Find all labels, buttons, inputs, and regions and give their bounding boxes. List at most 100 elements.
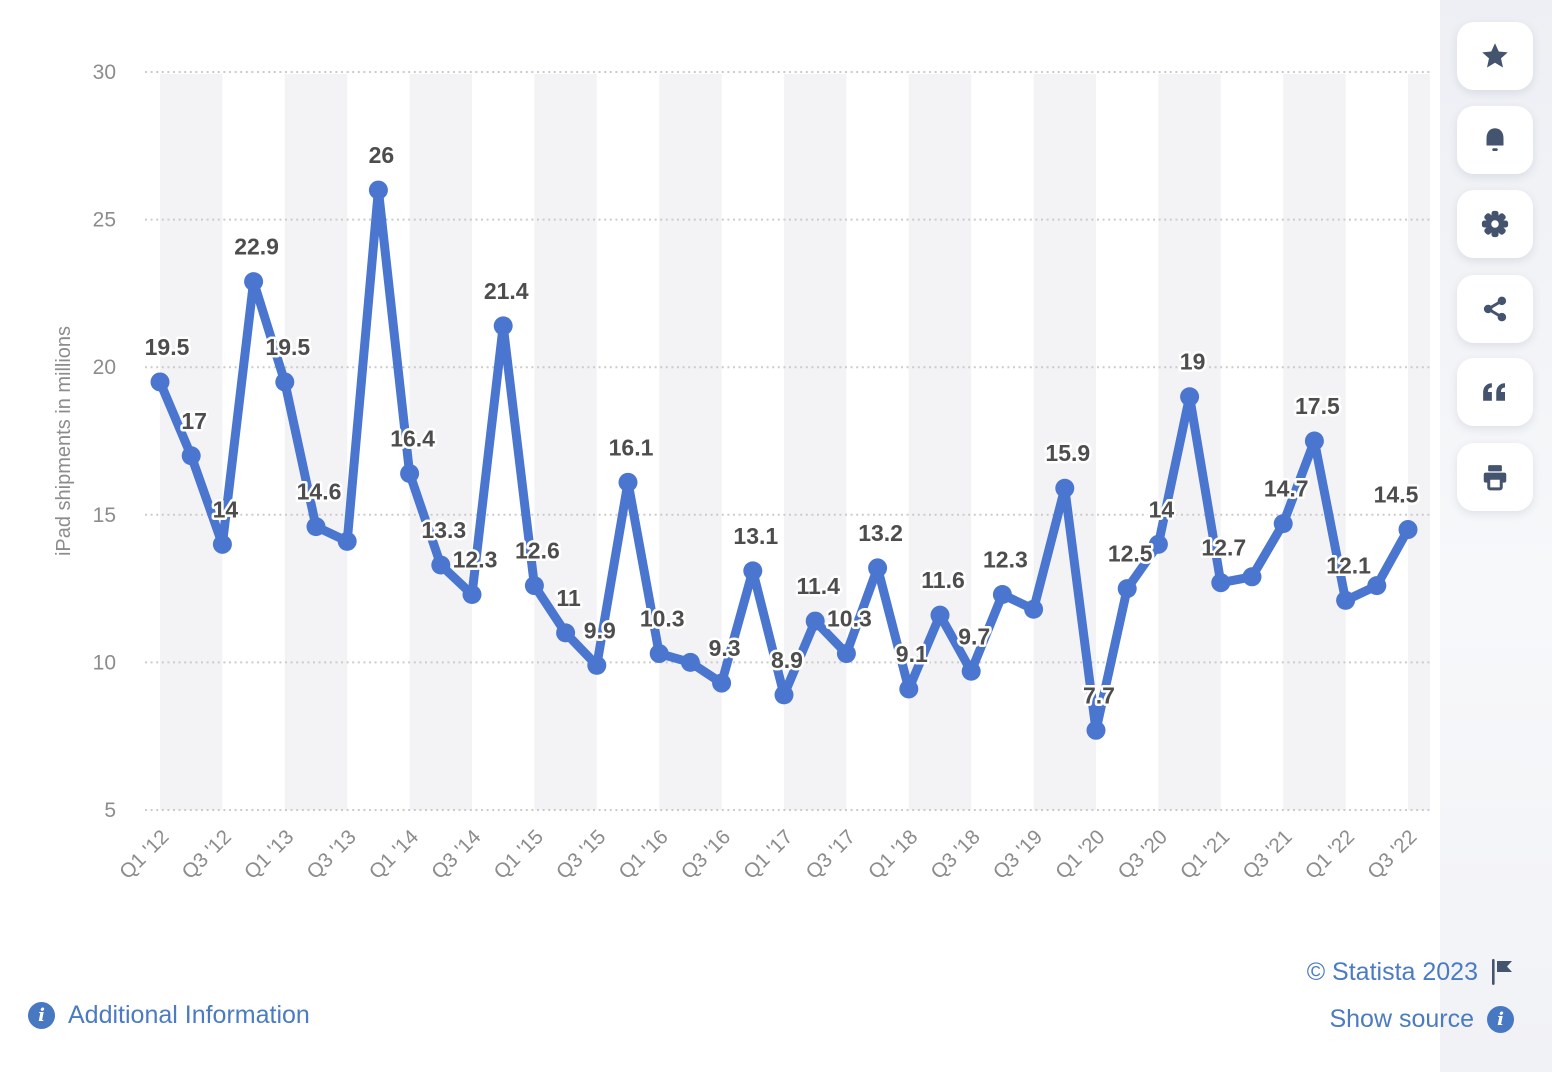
- data-point-label: 14: [213, 496, 239, 522]
- data-point-marker[interactable]: [1398, 520, 1418, 540]
- data-point-label: 13.1: [733, 523, 778, 549]
- flag-icon: [1491, 958, 1514, 986]
- data-point-marker[interactable]: [1211, 573, 1231, 593]
- x-tick-label: Q1 '22: [1301, 825, 1360, 884]
- background-stripe: [409, 74, 472, 810]
- data-point-marker[interactable]: [618, 472, 638, 492]
- x-tick-label: Q1 '20: [1051, 825, 1110, 884]
- background-stripe: [1158, 74, 1221, 810]
- data-point-label: 16.4: [390, 425, 435, 451]
- data-point-marker[interactable]: [306, 517, 326, 537]
- background-stripe: [908, 74, 972, 810]
- data-point-label: 11.6: [921, 567, 965, 593]
- data-point-marker[interactable]: [1304, 431, 1324, 451]
- x-tick-label: Q1 '16: [614, 825, 673, 884]
- x-tick-label: Q3 '21: [1238, 825, 1297, 884]
- x-tick-label: Q1 '12: [115, 825, 174, 884]
- data-point-marker[interactable]: [930, 605, 950, 625]
- data-point-marker[interactable]: [961, 661, 981, 681]
- data-point-marker[interactable]: [337, 531, 357, 551]
- data-point-marker[interactable]: [1180, 387, 1200, 407]
- background-stripe: [1033, 74, 1096, 810]
- data-point-label: 9.1: [896, 641, 928, 667]
- data-point-marker[interactable]: [462, 585, 482, 605]
- data-point-marker[interactable]: [805, 611, 825, 631]
- data-point-label: 17.5: [1295, 393, 1340, 419]
- data-point-marker[interactable]: [587, 655, 607, 675]
- x-tick-label: Q3 '19: [989, 825, 1048, 884]
- data-point-marker[interactable]: [400, 463, 420, 483]
- data-point-marker[interactable]: [992, 585, 1012, 605]
- data-point-marker[interactable]: [524, 576, 544, 596]
- data-point-marker[interactable]: [181, 446, 201, 466]
- data-point-marker[interactable]: [212, 534, 232, 554]
- x-tick-label: Q3 '17: [801, 825, 860, 884]
- data-point-marker[interactable]: [1117, 579, 1137, 599]
- data-point-label: 14.7: [1264, 476, 1309, 502]
- data-point-marker[interactable]: [244, 272, 264, 292]
- data-point-label: 26: [369, 142, 395, 168]
- data-point-marker[interactable]: [1367, 576, 1387, 596]
- data-point-marker[interactable]: [1148, 534, 1168, 554]
- statista-copyright[interactable]: © Statista 2023: [1307, 958, 1514, 986]
- data-point-marker[interactable]: [774, 685, 794, 705]
- gear-button[interactable]: [1457, 190, 1533, 258]
- data-point-label: 9.9: [584, 617, 616, 643]
- x-tick-label: Q3 '22: [1363, 825, 1422, 884]
- bell-button[interactable]: [1457, 106, 1533, 174]
- star-icon: [1482, 43, 1508, 68]
- data-point-marker[interactable]: [1055, 478, 1075, 498]
- data-point-marker[interactable]: [836, 644, 856, 664]
- bell-icon: [1486, 128, 1504, 151]
- data-point-label: 14: [1149, 496, 1175, 522]
- background-stripe: [784, 74, 847, 810]
- data-point-marker[interactable]: [1024, 599, 1044, 619]
- data-point-label: 12.6: [515, 538, 560, 564]
- data-point-marker[interactable]: [712, 673, 732, 693]
- data-point-label: 12.5: [1108, 541, 1153, 567]
- data-point-marker[interactable]: [649, 644, 669, 664]
- data-point-marker[interactable]: [493, 316, 513, 336]
- data-point-marker[interactable]: [556, 623, 576, 643]
- data-point-marker[interactable]: [680, 652, 700, 672]
- data-point-label: 7.7: [1083, 682, 1115, 708]
- x-tick-label: Q1 '15: [489, 825, 548, 884]
- data-point-label: 11: [556, 585, 581, 611]
- show-source-label: Show source: [1329, 1005, 1474, 1033]
- background-stripe: [160, 74, 223, 810]
- data-point-marker[interactable]: [899, 679, 919, 699]
- data-point-label: 9.7: [958, 623, 990, 649]
- copyright-label: © Statista 2023: [1306, 957, 1478, 986]
- star-button[interactable]: [1457, 22, 1533, 90]
- background-stripe: [659, 74, 722, 810]
- data-point-label: 10.3: [827, 606, 872, 632]
- data-point-marker[interactable]: [431, 555, 451, 575]
- y-tick-label: 30: [93, 61, 116, 84]
- data-point-marker[interactable]: [150, 372, 170, 392]
- print-icon: [1483, 465, 1507, 491]
- background-stripe: [534, 74, 597, 810]
- data-point-marker[interactable]: [868, 558, 888, 578]
- data-point-label: 10.3: [640, 606, 685, 632]
- quote-button[interactable]: [1457, 358, 1533, 426]
- data-point-label: 17: [181, 408, 207, 434]
- data-point-marker[interactable]: [1273, 514, 1293, 534]
- data-point-marker[interactable]: [1242, 567, 1262, 587]
- data-point-marker[interactable]: [743, 561, 763, 581]
- x-tick-label: Q3 '12: [177, 825, 236, 884]
- show-source-link[interactable]: Show source i: [1329, 1006, 1514, 1033]
- quote-icon: [1483, 383, 1505, 401]
- data-point-marker[interactable]: [1336, 590, 1356, 610]
- additional-information-link[interactable]: i Additional Information: [28, 1002, 310, 1029]
- info-icon: i: [28, 1002, 55, 1029]
- print-button[interactable]: [1457, 443, 1533, 511]
- data-point-marker[interactable]: [275, 372, 295, 392]
- data-point-label: 11.4: [796, 573, 840, 599]
- data-point-marker[interactable]: [1086, 720, 1106, 740]
- x-tick-label: Q1 '13: [240, 825, 299, 884]
- share-button[interactable]: [1457, 275, 1533, 343]
- data-point-label: 13.3: [421, 517, 466, 543]
- data-point-marker[interactable]: [368, 180, 388, 200]
